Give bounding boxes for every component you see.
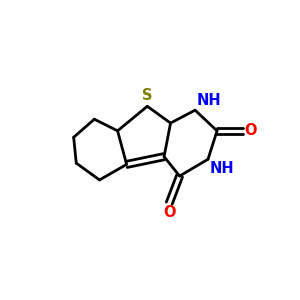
Text: S: S [142,88,152,103]
Text: NH: NH [196,93,221,108]
Text: O: O [163,205,175,220]
Text: O: O [244,123,257,138]
Text: NH: NH [209,160,234,175]
